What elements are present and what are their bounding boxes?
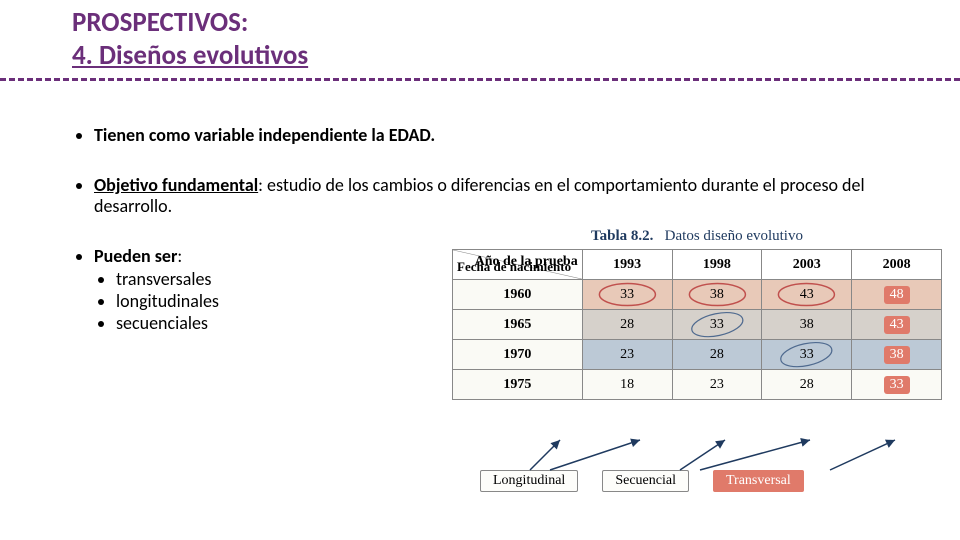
data-cell: 23 [672, 370, 762, 400]
legend-longitudinal: Longitudinal [480, 470, 578, 492]
data-cell: 38 [762, 310, 852, 340]
year-1: 1998 [672, 250, 762, 280]
data-cell: 28 [672, 340, 762, 370]
legend-transversal: Transversal [713, 470, 804, 492]
legend: Longitudinal Secuencial Transversal [480, 470, 940, 492]
data-cell: 23 [582, 340, 672, 370]
title-line1: PROSPECTIVOS: [72, 6, 308, 39]
bullet-3-label: Pueden ser [94, 245, 177, 267]
header-row-1: Año de la prueba Fecha de nacimiento 199… [453, 250, 942, 280]
data-cell: 33 [582, 280, 672, 310]
birth-year-cell: 1970 [453, 340, 583, 370]
title-line2: 4. Diseños evolutivos [72, 39, 308, 72]
data-cell: 18 [582, 370, 672, 400]
bullet-1: Tienen como variable independiente la ED… [94, 125, 912, 147]
slide: PROSPECTIVOS: 4. Diseños evolutivos Tien… [0, 0, 960, 540]
table-title-rest: Datos diseño evolutivo [665, 228, 803, 244]
birth-year-cell: 1965 [453, 310, 583, 340]
bullet-3-colon: : [177, 245, 182, 267]
data-cell: 38 [672, 280, 762, 310]
table-title-prefix: Tabla 8.2. [591, 228, 653, 244]
table-row: 196033384348 [453, 280, 942, 310]
birth-year-cell: 1975 [453, 370, 583, 400]
year-3: 2008 [852, 250, 942, 280]
table-row: 197518232833 [453, 370, 942, 400]
data-cell: 48 [852, 280, 942, 310]
table-block: Tabla 8.2. Datos diseño evolutivo Año de… [452, 228, 942, 400]
year-0: 1993 [582, 250, 672, 280]
evo-table: Año de la prueba Fecha de nacimiento 199… [452, 249, 942, 400]
year-2: 2003 [762, 250, 852, 280]
data-cell: 28 [762, 370, 852, 400]
data-cell: 33 [852, 370, 942, 400]
table-title: Tabla 8.2. Datos diseño evolutivo [452, 228, 942, 245]
header-birth: Año de la prueba Fecha de nacimiento [453, 250, 583, 280]
birth-year-cell: 1960 [453, 280, 583, 310]
data-cell: 28 [582, 310, 672, 340]
table-row: 197023283338 [453, 340, 942, 370]
divider [0, 78, 960, 81]
data-cell: 33 [672, 310, 762, 340]
data-cell: 33 [762, 340, 852, 370]
bullet-1-text: Tienen como variable independiente la ED… [94, 124, 435, 146]
table-row: 196528333843 [453, 310, 942, 340]
bullet-2: Objetivo fundamental: estudio de los cam… [94, 175, 912, 218]
data-cell: 43 [852, 310, 942, 340]
legend-secuencial: Secuencial [602, 470, 689, 492]
header-left-text: Fecha de nacimiento [457, 259, 571, 275]
bullet-2-label: Objetivo fundamental [94, 174, 258, 196]
title-block: PROSPECTIVOS: 4. Diseños evolutivos [72, 6, 308, 72]
data-cell: 38 [852, 340, 942, 370]
data-cell: 43 [762, 280, 852, 310]
